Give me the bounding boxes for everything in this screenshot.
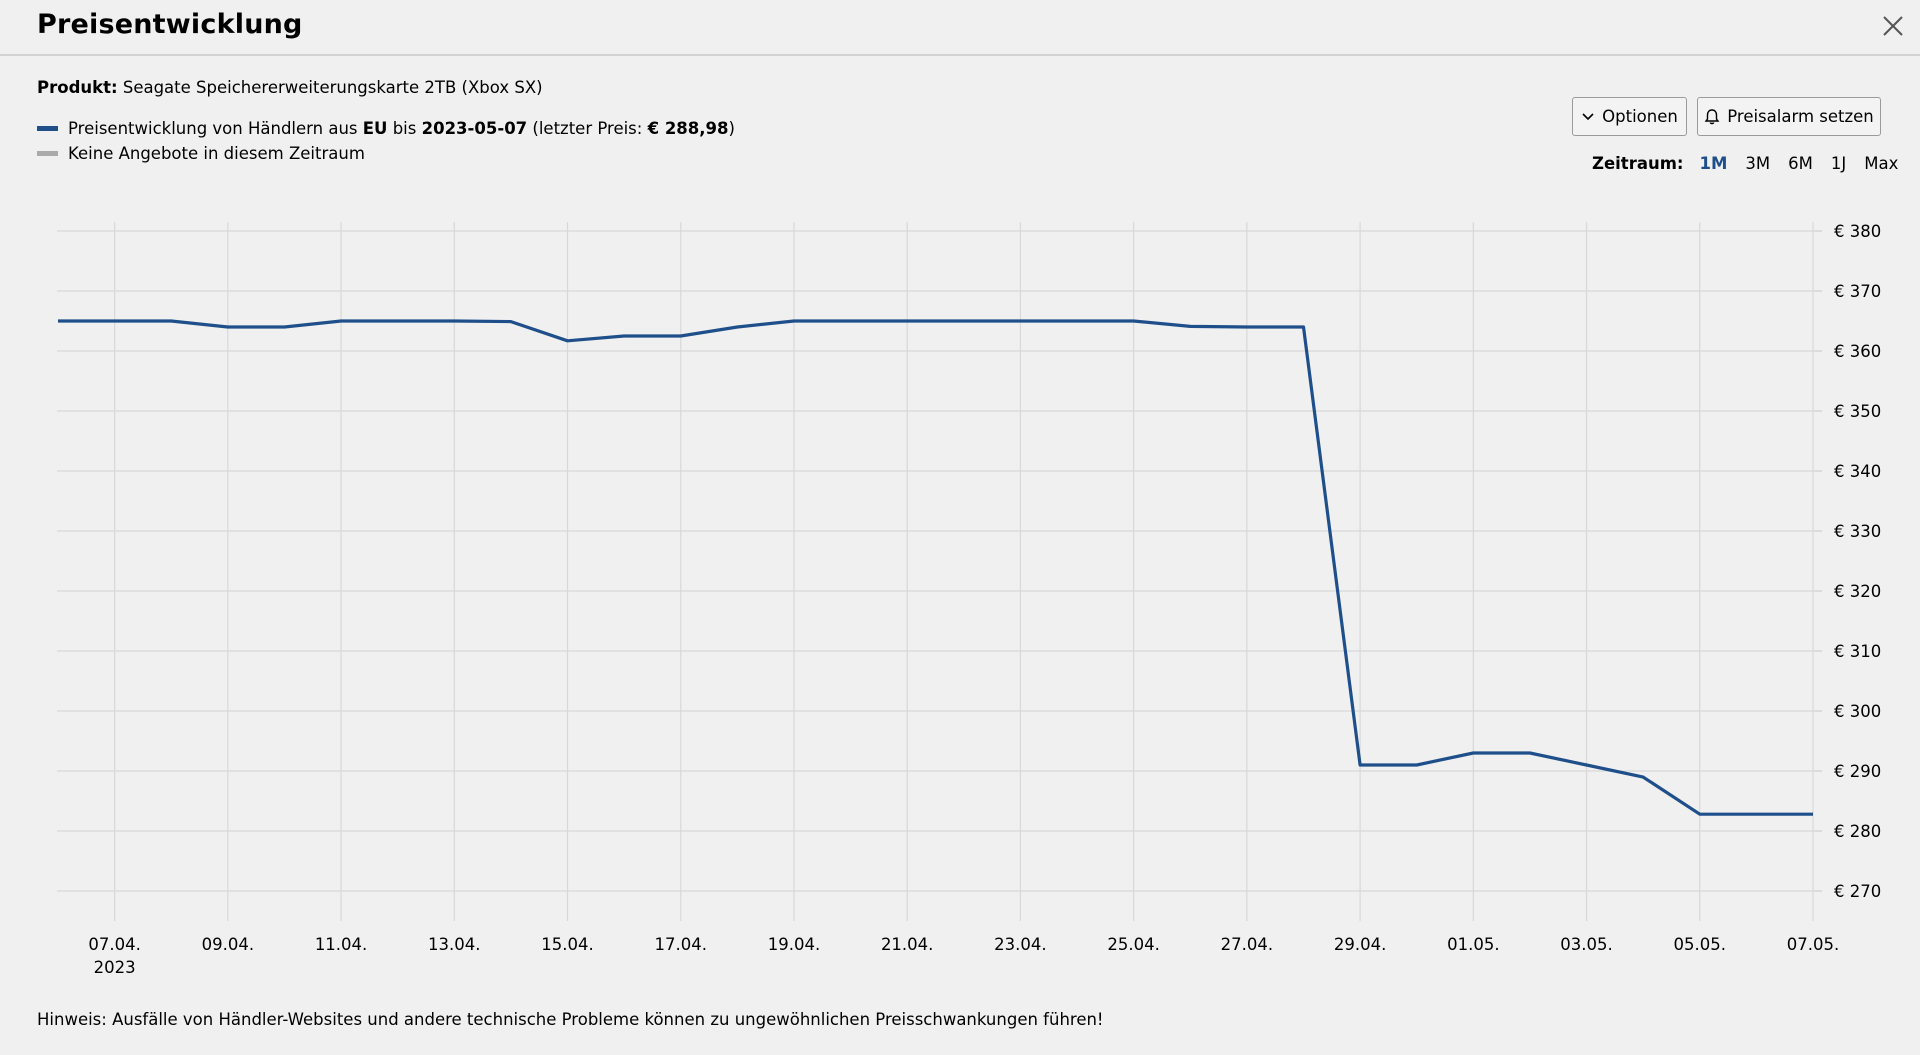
y-tick-label: € 300	[1834, 702, 1881, 721]
y-tick-label: € 350	[1834, 402, 1881, 421]
x-tick-label: 07.05.	[1787, 935, 1839, 954]
x-tick-label: 27.04.	[1221, 935, 1273, 954]
legend-until-date: 2023-05-07	[421, 119, 528, 138]
legend-no-offers-swatch	[37, 151, 58, 156]
y-tick-label: € 280	[1834, 822, 1881, 841]
x-tick-label: 23.04.	[994, 935, 1046, 954]
x-tick-label: 07.04.	[88, 935, 140, 954]
time-range-option-3m[interactable]: 3M	[1745, 154, 1771, 173]
options-label: Optionen	[1602, 107, 1678, 126]
y-tick-label: € 340	[1834, 462, 1881, 481]
x-tick-label: 13.04.	[428, 935, 480, 954]
time-range-option-max[interactable]: Max	[1864, 154, 1899, 173]
time-range-option-1j[interactable]: 1J	[1830, 154, 1847, 173]
product-name: Seagate Speichererweiterungskarte 2TB (X…	[122, 78, 543, 97]
x-tick-label: 25.04.	[1107, 935, 1159, 954]
legend-until-word: bis	[392, 119, 417, 138]
y-tick-label: € 370	[1834, 282, 1881, 301]
x-tick-label: 11.04.	[315, 935, 367, 954]
y-tick-label: € 310	[1834, 642, 1881, 661]
legend-no-offers-label: Keine Angebote in diesem Zeitraum	[68, 144, 365, 163]
y-tick-label: € 360	[1834, 342, 1881, 361]
hint-note: Hinweis: Ausfälle von Händler-Websites u…	[37, 1010, 1104, 1029]
time-range-option-1m[interactable]: 1M	[1699, 154, 1728, 173]
price-series-line	[58, 319, 1813, 816]
legend-region: EU	[362, 119, 388, 138]
dialog-title: Preisentwicklung	[37, 9, 303, 40]
x-tick-label: 19.04.	[768, 935, 820, 954]
product-line: Produkt: Seagate Speichererweiterungskar…	[37, 78, 543, 97]
x-tick-year: 2023	[94, 958, 136, 977]
y-tick-label: € 270	[1834, 882, 1881, 901]
x-tick-label: 29.04.	[1334, 935, 1386, 954]
y-tick-label: € 380	[1834, 222, 1881, 241]
price-chart: € 380 € 370 € 360 € 350 € 340 € 330 € 320 € 310…	[57, 222, 1881, 977]
legend-last-price-label: (letzter Preis:	[532, 119, 643, 138]
x-tick-label: 09.04.	[202, 935, 254, 954]
legend-series-swatch	[37, 126, 58, 131]
legend-no-offers: Keine Angebote in diesem Zeitraum	[37, 144, 365, 163]
bell-icon	[1704, 108, 1720, 124]
x-tick-label: 05.05.	[1674, 935, 1726, 954]
chevron-down-icon	[1582, 112, 1594, 120]
legend-close-paren: )	[728, 119, 735, 138]
close-icon[interactable]	[1878, 11, 1908, 41]
x-tick-label: 17.04.	[654, 935, 706, 954]
legend-series: Preisentwicklung von Händlern aus EU bis…	[37, 119, 735, 138]
x-tick-label: 01.05.	[1447, 935, 1499, 954]
dialog-header: Preisentwicklung	[0, 0, 1920, 56]
x-tick-label: 15.04.	[541, 935, 593, 954]
time-range-selector: Zeitraum: 1M 3M 6M 1J Max	[1592, 154, 1907, 173]
price-alarm-button[interactable]: Preisalarm setzen	[1697, 97, 1881, 136]
options-button[interactable]: Optionen	[1572, 97, 1687, 136]
x-tick-label: 03.05.	[1560, 935, 1612, 954]
y-tick-label: € 290	[1834, 762, 1881, 781]
price-alarm-label: Preisalarm setzen	[1727, 107, 1874, 126]
x-tick-label: 21.04.	[881, 935, 933, 954]
legend-series-prefix: Preisentwicklung von Händlern aus	[68, 119, 358, 138]
close-button[interactable]	[1878, 11, 1908, 41]
y-tick-label: € 330	[1834, 522, 1881, 541]
y-tick-label: € 320	[1834, 582, 1881, 601]
legend-last-price: € 288,98	[647, 119, 729, 138]
time-range-option-6m[interactable]: 6M	[1788, 154, 1813, 173]
time-range-label: Zeitraum:	[1592, 154, 1684, 173]
product-label: Produkt:	[37, 78, 118, 97]
